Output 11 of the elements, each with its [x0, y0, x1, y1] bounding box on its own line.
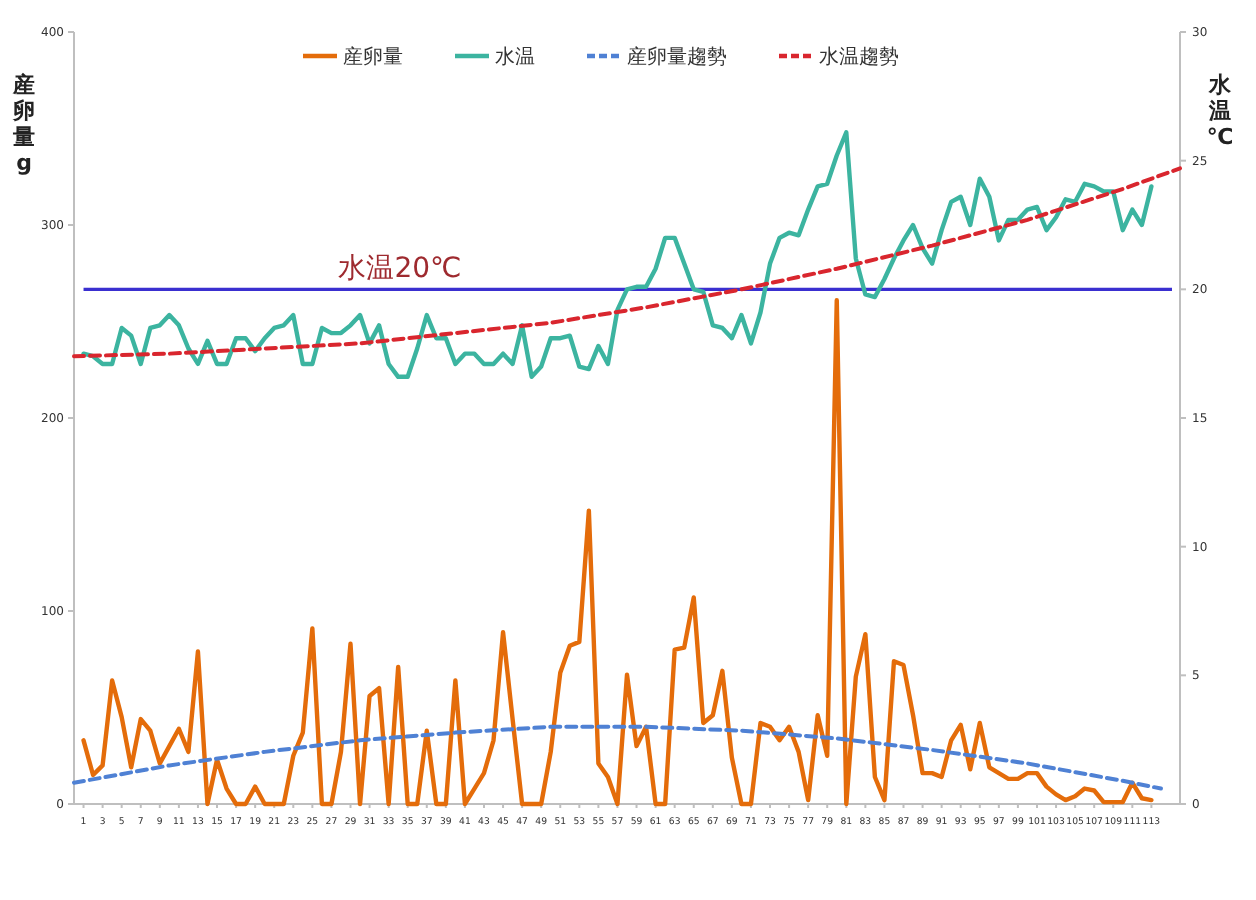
line-series [81, 130, 1154, 380]
legend-label: 産卵量趨勢 [627, 45, 727, 69]
legend-label: 水温趨勢 [819, 45, 899, 69]
line-series [72, 724, 1163, 791]
legend-label: 産卵量 [343, 45, 403, 69]
line-series [72, 166, 1182, 359]
line-series [81, 298, 1154, 807]
y2-axis-title: 水温℃ [1206, 72, 1234, 150]
ref-line-label: 水温20℃ [338, 253, 462, 286]
legend-label: 水温 [495, 45, 535, 69]
y-axis-title: 産卵量g [11, 72, 35, 176]
